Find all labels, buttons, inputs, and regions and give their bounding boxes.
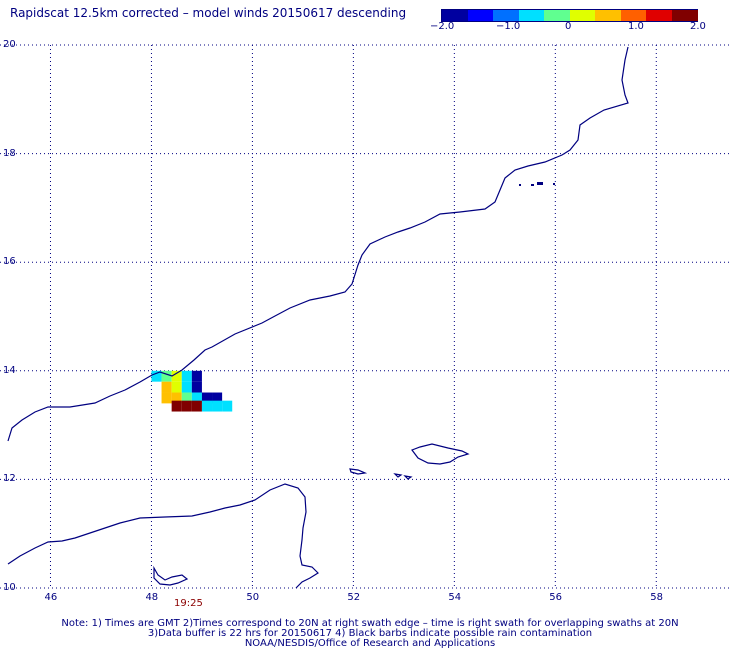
- colorbar-segment: [671, 10, 698, 21]
- y-tick-label: 20: [3, 39, 16, 50]
- colorbar-segment: [518, 10, 545, 21]
- wind-cell: [191, 400, 202, 412]
- wind-cell: [191, 370, 202, 382]
- x-tick-label: 52: [347, 592, 361, 603]
- y-tick-label: 18: [3, 147, 16, 159]
- swath-time-label: 19:25: [174, 598, 203, 609]
- wind-cell: [161, 381, 172, 393]
- footnote-line-1: Note: 1) Times are GMT 2)Times correspon…: [61, 618, 679, 629]
- somali-coast-inlet: [153, 565, 189, 586]
- x-tick-label: 54: [448, 592, 462, 603]
- map-title: Rapidscat 12.5km corrected – model winds…: [10, 6, 407, 20]
- footnote-line-2: 3)Data buffer is 22 hrs for 20150617 4) …: [147, 628, 593, 639]
- footnote-line-3: NOAA/NESDIS/Office of Research and Appli…: [244, 638, 496, 649]
- wind-cell: [171, 392, 182, 404]
- colorbar-label-min: −2.0: [430, 21, 455, 32]
- wind-cell: [191, 381, 202, 393]
- colorbar-label-pos1: 1.0: [628, 21, 644, 32]
- wind-cell: [151, 370, 162, 382]
- y-tick-label: 16: [3, 256, 16, 268]
- colorbar-label-max: 2.0: [690, 21, 706, 32]
- x-tick-label: 50: [246, 592, 260, 603]
- coastline-arabia: [7, 46, 629, 442]
- wind-cell: [181, 392, 192, 404]
- wind-cell: [171, 400, 182, 412]
- wind-cell: [171, 381, 182, 393]
- abd-al-kuri-island: [349, 468, 368, 475]
- colorbar-segment: [620, 10, 647, 21]
- y-tick-label: 12: [3, 473, 16, 485]
- wind-cell: [222, 400, 233, 412]
- graticule: [0, 44, 732, 589]
- wind-cell: [191, 392, 202, 404]
- wind-difference-cells: [151, 370, 233, 412]
- colorbar-label-neg1: −1.0: [496, 21, 521, 32]
- x-tick-label: 56: [549, 592, 563, 603]
- wind-cell: [201, 392, 213, 404]
- colorbar: [441, 9, 698, 22]
- socotra-island: [411, 443, 470, 465]
- colorbar-segment: [442, 10, 468, 21]
- wind-cell: [171, 370, 182, 382]
- wind-cell: [181, 381, 192, 393]
- kuria-muria-islands: [519, 182, 555, 186]
- y-tick-label: 14: [3, 364, 16, 376]
- x-tick-label: 46: [44, 592, 58, 603]
- colorbar-segment: [467, 10, 494, 21]
- colorbar-segment: [595, 10, 621, 21]
- colorbar-segment: [544, 10, 570, 21]
- colorbar-segment: [569, 10, 596, 21]
- wind-cell: [212, 400, 223, 412]
- colorbar-label-zero: 0: [565, 21, 572, 32]
- wind-cell: [181, 400, 192, 412]
- wind-cell: [181, 370, 192, 382]
- wind-cell: [161, 392, 172, 404]
- coastline-somalia: [7, 483, 319, 589]
- colorbar-segment: [646, 10, 672, 21]
- colorbar-segment: [493, 10, 519, 21]
- samhah-island: [393, 473, 403, 478]
- wind-cell: [161, 370, 172, 382]
- x-tick-label: 58: [650, 592, 663, 603]
- darsah-island: [403, 475, 413, 480]
- y-tick-label: 10: [3, 582, 16, 593]
- wind-cell: [201, 400, 213, 412]
- wind-cell: [212, 392, 223, 404]
- x-tick-label: 48: [145, 592, 159, 603]
